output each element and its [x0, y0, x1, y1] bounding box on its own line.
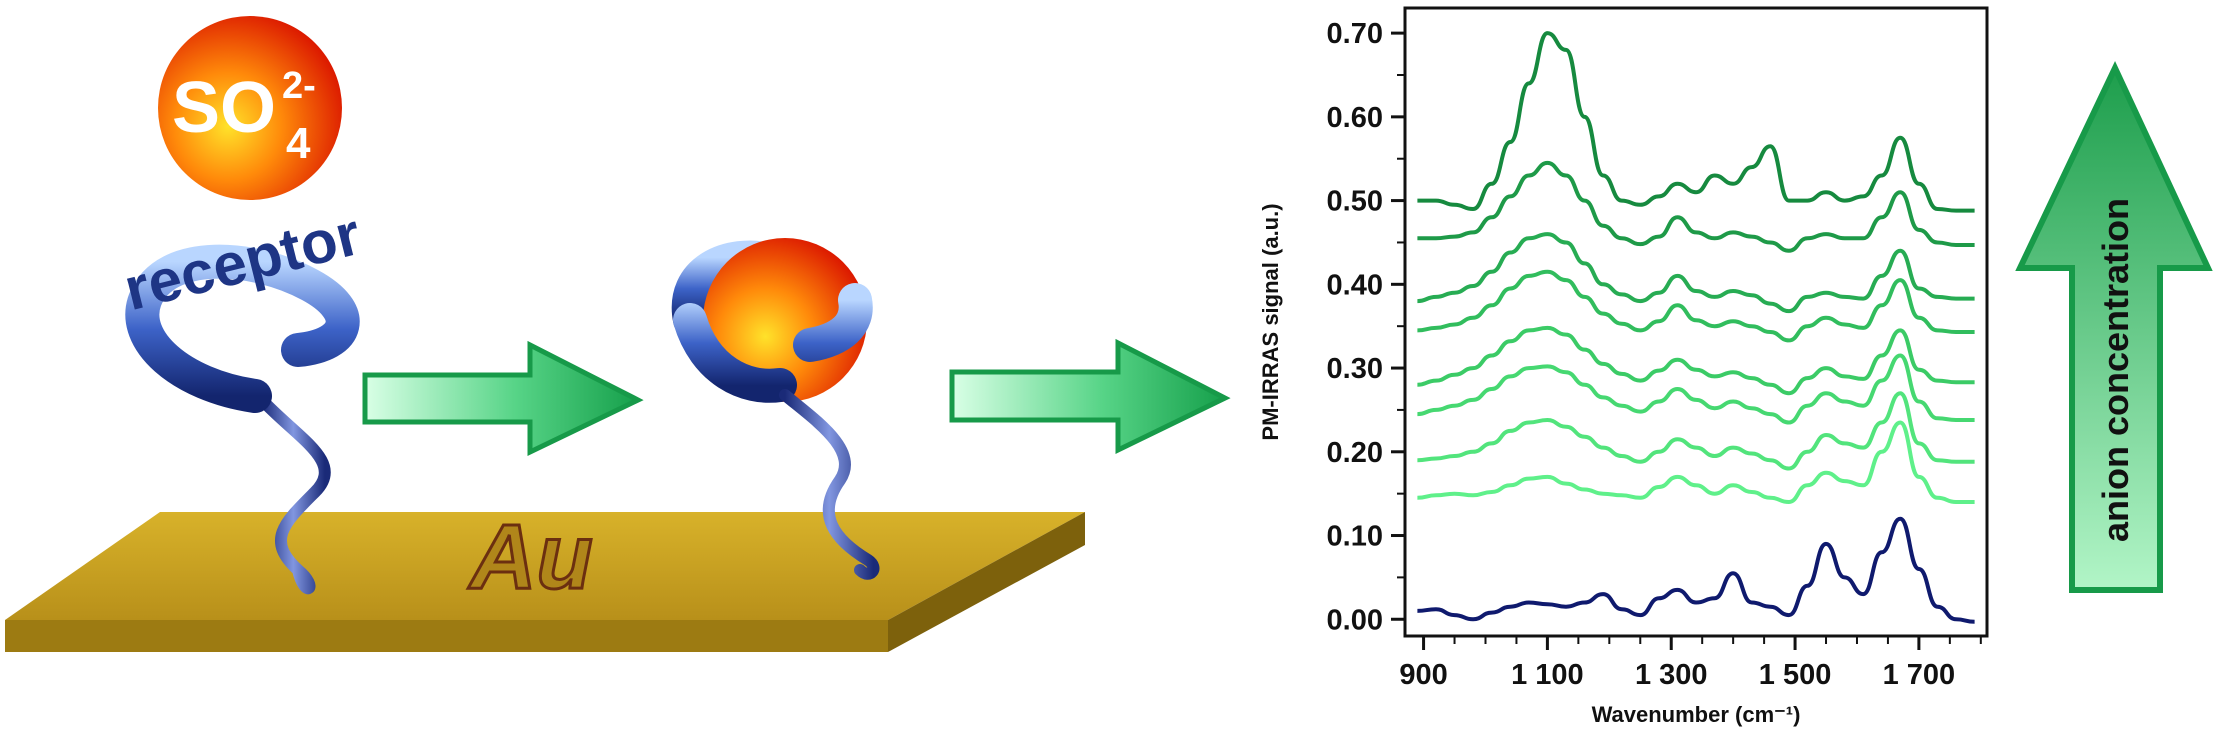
spectrum-trace: [1417, 353, 1975, 425]
concentration-arrow-shape: [2015, 60, 2213, 593]
x-tick-label: 1 500: [1759, 659, 1832, 691]
spectrum-series: [1417, 31, 1975, 624]
spectrum-trace-reference: [1417, 516, 1975, 624]
ion-superscript: 2-: [282, 65, 316, 107]
x-axis: 900 1 100 1 300 1 500 1 700: [1399, 636, 1982, 691]
spectrum-trace: [1417, 160, 1975, 253]
concentration-arrow: anion concentration: [2015, 60, 2213, 593]
reaction-arrow-1: [362, 340, 644, 456]
y-tick-label: 0.60: [1327, 102, 1383, 134]
bound-receptor-tail: [779, 389, 880, 580]
ir-spectrum-chart: 0.00 0.10 0.20 0.30 0.40 0.50 0.60 0.70 900 1 10…: [1258, 6, 1989, 727]
sulfate-ion-sphere: [158, 16, 342, 200]
concentration-arrow-label: anion concentration: [2095, 198, 2136, 542]
y-tick-label: 0.40: [1327, 269, 1383, 301]
substrate-label: Au: [468, 506, 593, 608]
y-tick-label: 0.30: [1327, 353, 1383, 385]
y-tick-label: 0.50: [1327, 186, 1383, 218]
x-tick-label: 1 100: [1511, 659, 1584, 691]
y-tick-label: 0.70: [1327, 18, 1383, 50]
plot-frame: [1403, 6, 1989, 638]
bound-receptor-ring-front: [673, 283, 873, 403]
y-tick-label: 0.00: [1327, 604, 1383, 636]
ion-subscript: 4: [286, 119, 311, 168]
x-tick-label: 1 700: [1883, 659, 1956, 691]
spectrum-trace: [1417, 31, 1975, 213]
spectrum-trace: [1417, 269, 1975, 343]
gold-substrate-front: [5, 620, 888, 652]
spectrum-trace: [1417, 420, 1975, 504]
receptor-tail: [256, 394, 331, 595]
receptor-ring: [125, 244, 360, 413]
gold-substrate: Au: [5, 505, 1085, 652]
x-tick-label: 900: [1399, 659, 1447, 691]
y-tick-label: 0.10: [1327, 521, 1383, 553]
gold-substrate-side: [888, 512, 1085, 652]
spectrum-trace: [1417, 391, 1975, 471]
y-axis: 0.00 0.10 0.20 0.30 0.40 0.50 0.60 0.70: [1327, 18, 1405, 636]
x-tick-label: 1 300: [1635, 659, 1708, 691]
sulfate-ion: SO 2- 4: [158, 16, 342, 200]
bound-ion-sphere: [703, 238, 867, 402]
y-tick-label: 0.20: [1327, 437, 1383, 469]
bound-complex: [671, 238, 880, 580]
ion-label: SO: [172, 68, 276, 148]
x-axis-title: Wavenumber (cm⁻¹): [1592, 702, 1801, 727]
reaction-arrow-2: [949, 338, 1231, 454]
spectrum-trace: [1417, 325, 1975, 396]
gold-substrate-top: [5, 512, 1085, 620]
y-axis-title: PM-IRRAS signal (a.u.): [1258, 203, 1283, 440]
spectrum-trace: [1417, 232, 1975, 314]
